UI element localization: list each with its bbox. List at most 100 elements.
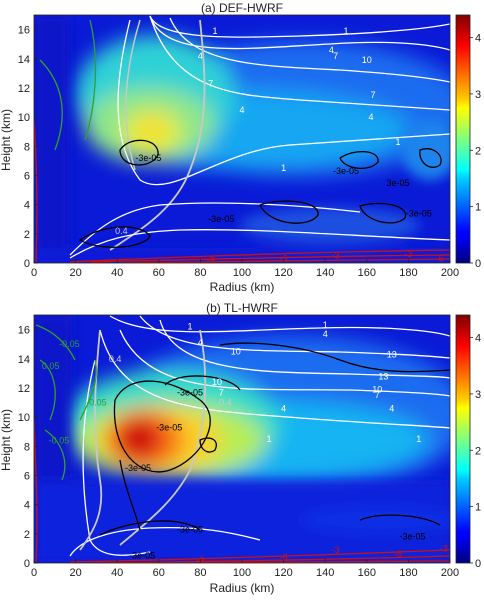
y-tick-label: 10 [18, 112, 30, 124]
contour-label: 1 [187, 322, 192, 332]
contour-label: -3e-05 [156, 422, 182, 432]
x-tick-label: 200 [441, 567, 459, 579]
contour-label: -3e-05 [129, 551, 155, 561]
panel-b-x-ticks: 0 20 40 60 80 100 120 140 160 180 200 [31, 559, 459, 579]
contour-label: 7 [371, 90, 376, 100]
contour-label: 1 [281, 163, 286, 173]
panel-b: (b) TL-HWRF [0, 301, 481, 595]
y-tick-label: 6 [24, 170, 30, 182]
panel-b-colorbar [455, 314, 471, 564]
x-tick-label: 100 [233, 267, 251, 279]
y-tick-label: 4 [24, 200, 30, 212]
y-tick-label: 16 [18, 325, 30, 337]
contour-label: 7 [219, 387, 224, 397]
panel-a-colorbar [455, 14, 471, 264]
x-tick-label: 180 [399, 267, 417, 279]
panel-b-ylabel: Height (km) [0, 409, 13, 471]
contour-label: 4 [281, 403, 286, 413]
x-tick-label: 20 [69, 567, 81, 579]
panel-a-title: (a) DEF-HWRF [201, 1, 283, 15]
contour-label: 4 [329, 45, 334, 55]
panel-a-colorbar-ticks: 0 1 2 3 4 [470, 33, 481, 270]
contour-label: 7 [375, 390, 380, 400]
contour-label: 7 [333, 51, 338, 61]
y-tick-label: 0 [24, 558, 30, 570]
panel-a: (a) DEF-HWRF [0, 1, 481, 294]
colorbar-tick-label: 4 [475, 33, 481, 45]
contour-label: 10 [362, 55, 372, 65]
panel-a-ylabel: Height (km) [0, 109, 13, 171]
colorbar-tick-label: 3 [475, 389, 481, 401]
contour-label: -6 [280, 254, 288, 264]
y-tick-label: 14 [18, 354, 30, 366]
panel-a-field [34, 15, 450, 263]
contour-label: -6 [436, 254, 444, 264]
contour-label: -3e-05 [135, 153, 161, 163]
colorbar-tick-label: 4 [475, 333, 481, 345]
y-tick-label: 6 [24, 470, 30, 482]
x-tick-label: 180 [399, 567, 417, 579]
contour-label: 1 [212, 26, 217, 36]
panel-b-colorbar-ticks: 0 1 2 3 4 [470, 333, 481, 570]
contour-label: -6 [394, 549, 402, 559]
contour-label: 1 [323, 320, 328, 330]
y-tick-label: 2 [24, 529, 30, 541]
contour-label: -3e-05 [125, 463, 151, 473]
contour-label: 0.4 [109, 354, 122, 364]
contour-label: -3e-05 [177, 524, 203, 534]
contour-label: -3 [332, 545, 340, 555]
x-tick-label: 80 [194, 567, 206, 579]
x-tick-label: 120 [274, 567, 292, 579]
contour-label: 3e-05 [386, 178, 409, 188]
contour-label: 0.4 [115, 226, 128, 236]
x-tick-label: 100 [233, 567, 251, 579]
contour-label: -0.05 [59, 339, 80, 349]
contour-label: 0.05 [42, 361, 60, 371]
y-tick-label: 12 [18, 83, 30, 95]
y-tick-label: 8 [24, 141, 30, 153]
x-tick-label: 0 [31, 267, 37, 279]
colorbar-tick-label: 0 [475, 258, 481, 270]
panel-b-y-ticks: 0 2 4 6 8 10 12 14 16 [18, 325, 38, 570]
x-tick-label: 0 [31, 567, 37, 579]
colorbar-tick-label: 3 [475, 89, 481, 101]
panel-b-field [34, 315, 450, 563]
x-tick-label: 200 [441, 267, 459, 279]
contour-label: -3e-05 [177, 387, 203, 397]
contour-label: 10 [231, 346, 241, 356]
contour-label: -3e-05 [400, 532, 426, 542]
panel-a-x-ticks: 0 20 40 60 80 100 120 140 160 180 200 [31, 259, 459, 279]
y-tick-label: 0 [24, 258, 30, 270]
colorbar-tick-label: 1 [475, 502, 481, 514]
contour-label: 13 [387, 349, 397, 359]
x-tick-label: 140 [316, 267, 334, 279]
contour-label: -9 [207, 255, 215, 265]
y-tick-label: 4 [24, 500, 30, 512]
y-tick-label: 2 [24, 229, 30, 241]
contour-label: 0.4 [219, 398, 232, 408]
colorbar-tick-label: 2 [475, 445, 481, 457]
contour-label: -3 [404, 249, 412, 259]
contour-label: -3 [440, 543, 448, 553]
x-tick-label: 160 [358, 567, 376, 579]
contour-label: 13 [378, 371, 388, 381]
x-tick-label: 80 [194, 267, 206, 279]
y-tick-label: 16 [18, 25, 30, 37]
contour-label: 4 [198, 51, 203, 61]
x-tick-label: 40 [111, 267, 123, 279]
x-tick-label: 120 [274, 267, 292, 279]
contour-label: -0.05 [49, 435, 70, 445]
colorbar-tick-label: 1 [475, 202, 481, 214]
x-tick-label: 60 [153, 567, 165, 579]
y-tick-label: 12 [18, 383, 30, 395]
x-tick-label: 40 [111, 567, 123, 579]
contour-label: 1 [343, 26, 348, 36]
colorbar-tick-label: 0 [475, 558, 481, 570]
contour-label: -6 [280, 552, 288, 562]
x-tick-label: 140 [316, 567, 334, 579]
x-tick-label: 60 [153, 267, 165, 279]
contour-label: 7 [208, 79, 213, 89]
contour-label: 10 [212, 377, 222, 387]
